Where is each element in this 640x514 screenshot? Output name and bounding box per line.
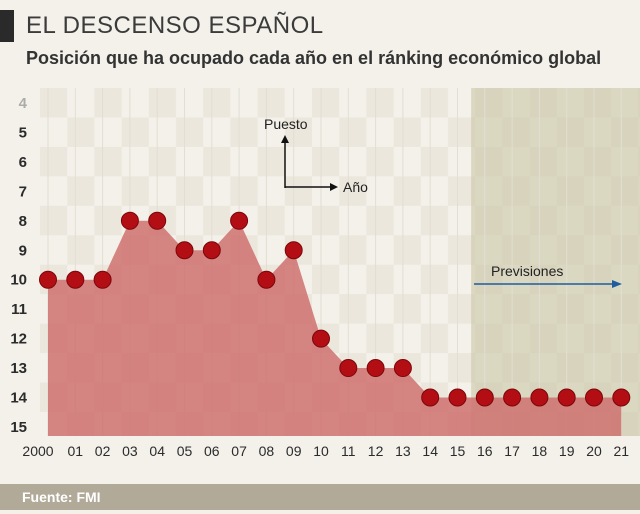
forecast-band: [471, 88, 640, 436]
axis-legend-right-arrowhead: [330, 183, 338, 191]
x-tick-label: 10: [313, 443, 329, 459]
x-tick-label: 20: [586, 443, 602, 459]
data-point: [366, 359, 385, 378]
x-tick-label: 04: [149, 443, 165, 459]
data-point: [339, 359, 358, 378]
data-point: [393, 359, 412, 378]
data-point: [448, 388, 467, 407]
y-tick-label: 13: [10, 360, 27, 377]
y-tick-label: 6: [19, 154, 27, 171]
data-point: [557, 388, 576, 407]
x-tick-label: 06: [204, 443, 220, 459]
y-tick-label: 9: [19, 242, 27, 259]
x-tick-label: 07: [231, 443, 247, 459]
x-tick-label: 11: [341, 443, 356, 459]
data-point: [93, 270, 112, 289]
x-tick-label: 17: [504, 443, 520, 459]
y-tick-label: 8: [19, 213, 27, 230]
y-tick-label: 11: [11, 301, 27, 318]
y-tick-label: 12: [10, 331, 27, 348]
y-axis-ticks: 4 5 6 7 8 9 10 11 12 13 14 15: [10, 95, 27, 436]
x-tick-label: 18: [532, 443, 548, 459]
data-point: [257, 270, 276, 289]
source-note: Fuente: FMI: [22, 489, 101, 505]
data-point: [312, 329, 330, 348]
chart-title: EL DESCENSO ESPAÑOL: [26, 12, 324, 39]
y-tick-label: 5: [19, 124, 27, 141]
data-point: [612, 388, 631, 407]
data-point: [421, 388, 440, 407]
data-point: [66, 270, 85, 289]
x-tick-label: 16: [477, 443, 493, 459]
y-tick-label: 7: [19, 183, 27, 200]
x-axis-ticks: 2000 01 02 03 04 05 06 07 08 09 10 11 12 13 14 15 16 17 18…: [22, 443, 629, 459]
data-points: [39, 211, 631, 407]
x-tick-label: 12: [368, 443, 384, 459]
footer-bar: Fuente: FMI: [0, 484, 640, 510]
area-fill: [48, 220, 622, 436]
data-point: [284, 241, 303, 260]
y-tick-label: 15: [10, 419, 27, 436]
y-tick-label: 4: [19, 95, 28, 112]
forecast-label: Previsiones: [491, 263, 563, 279]
data-point: [475, 388, 494, 407]
data-point: [175, 241, 194, 260]
data-point: [230, 211, 249, 230]
forecast-legend: Previsiones: [474, 263, 622, 288]
data-point: [39, 270, 57, 289]
accent-bar: [0, 10, 14, 42]
x-tick-label: 03: [122, 443, 138, 459]
chart-subtitle: Posición que ha ocupado cada año en el r…: [26, 48, 602, 68]
x-tick-label: 05: [177, 443, 193, 459]
x-tick-label: 02: [95, 443, 111, 459]
y-tick-label: 14: [10, 390, 27, 407]
axis-legend-up-arrowhead: [281, 135, 289, 143]
x-tick-label: 15: [450, 443, 466, 459]
x-tick-label: 13: [395, 443, 411, 459]
data-point: [148, 211, 167, 230]
data-point: [585, 388, 603, 407]
axis-legend-y-label: Puesto: [264, 116, 308, 132]
y-tick-label: 10: [10, 272, 27, 289]
x-tick-label: 19: [559, 443, 575, 459]
x-tick-label: 09: [286, 443, 302, 459]
axis-legend-x-label: Año: [343, 179, 368, 195]
x-tick-label: 08: [259, 443, 275, 459]
forecast-arrowhead: [612, 280, 622, 288]
x-tick-label: 2000: [22, 443, 53, 459]
axis-legend: Puesto Año: [264, 116, 368, 195]
x-tick-label: 14: [422, 443, 438, 459]
data-point: [120, 211, 139, 230]
chart-area: 4 5 6 7 8 9 10 11 12 13 14 15 2000 01 02 03 04 05 06 07 08 0…: [10, 88, 640, 459]
x-tick-label: 21: [614, 443, 630, 459]
data-point: [530, 388, 549, 407]
x-tick-label: 01: [68, 443, 84, 459]
data-point: [503, 388, 522, 407]
data-point: [202, 241, 221, 260]
